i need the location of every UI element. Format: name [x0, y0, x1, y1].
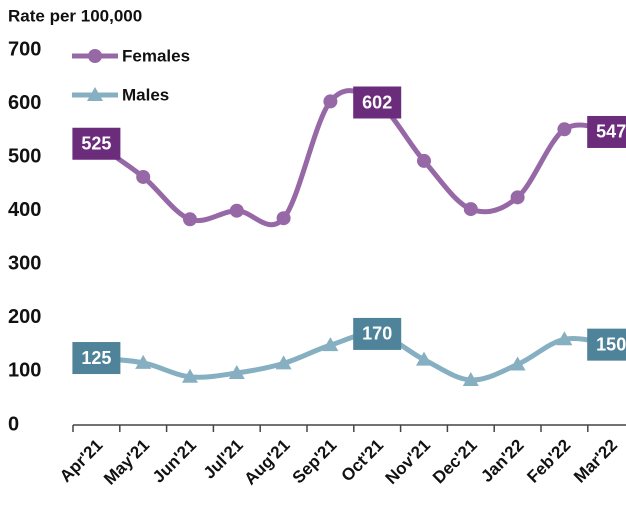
- point: [275, 355, 292, 370]
- x-tick-label: Jan'22: [477, 436, 527, 486]
- point: [323, 94, 338, 109]
- data-label-box: [353, 317, 402, 350]
- point: [557, 122, 572, 137]
- x-tick-label: Aug'21: [241, 436, 294, 489]
- data-label-box: [72, 127, 121, 160]
- data-label-box: [353, 86, 402, 119]
- point: [509, 356, 526, 371]
- data-label: 602: [353, 86, 402, 119]
- point: [417, 153, 431, 168]
- point: [183, 212, 197, 227]
- x-tick-label: Sep'21: [289, 436, 341, 488]
- data-label-box: [72, 342, 121, 375]
- x-tick-label: May'21: [100, 436, 153, 489]
- point: [228, 365, 245, 380]
- point: [182, 368, 198, 383]
- point: [276, 211, 291, 226]
- y-tick-label: 100: [8, 360, 41, 382]
- point: [322, 337, 339, 352]
- y-tick-label: 700: [8, 38, 41, 60]
- x-tick-label: Apr'21: [56, 436, 106, 486]
- point: [416, 351, 432, 366]
- x-tick-label: Feb'22: [523, 436, 574, 487]
- x-tick-label: Nov'21: [382, 436, 434, 488]
- point: [556, 331, 573, 346]
- point: [463, 202, 478, 217]
- x-tick-label: Mar'22: [570, 436, 621, 487]
- data-label: 150: [587, 328, 626, 361]
- point: [510, 190, 525, 205]
- data-label: 525: [72, 127, 121, 160]
- data-label: 125: [72, 342, 121, 375]
- data-label-text: 170: [362, 324, 392, 344]
- data-label-text: 602: [362, 92, 392, 112]
- x-tick-label: Oct'21: [337, 436, 387, 486]
- y-tick-label: 600: [8, 92, 41, 114]
- point: [136, 169, 151, 184]
- point: [87, 87, 103, 101]
- data-label-text: 125: [81, 348, 111, 368]
- data-label: 547: [587, 115, 626, 148]
- legend-label: Females: [122, 46, 190, 65]
- point: [88, 49, 102, 63]
- point: [462, 372, 479, 386]
- data-label-text: 525: [81, 134, 111, 154]
- y-tick-label: 200: [8, 306, 41, 328]
- x-tick-label: Jun'21: [149, 436, 200, 487]
- point: [229, 203, 244, 218]
- data-label: 170: [353, 317, 402, 350]
- data-label-text: 150: [596, 334, 626, 354]
- data-label-text: 547: [596, 122, 626, 142]
- data-label-box: [587, 115, 626, 148]
- y-tick-label: 300: [8, 253, 41, 275]
- y-tick-label: 400: [8, 199, 41, 221]
- legend-label: Males: [122, 85, 169, 104]
- data-label-box: [587, 328, 626, 361]
- point: [135, 354, 152, 369]
- x-tick-label: Dec'21: [429, 436, 481, 488]
- y-tick-label: 500: [8, 145, 41, 167]
- chart-title: Rate per 100,000: [8, 6, 142, 25]
- y-tick-label: 0: [8, 413, 19, 435]
